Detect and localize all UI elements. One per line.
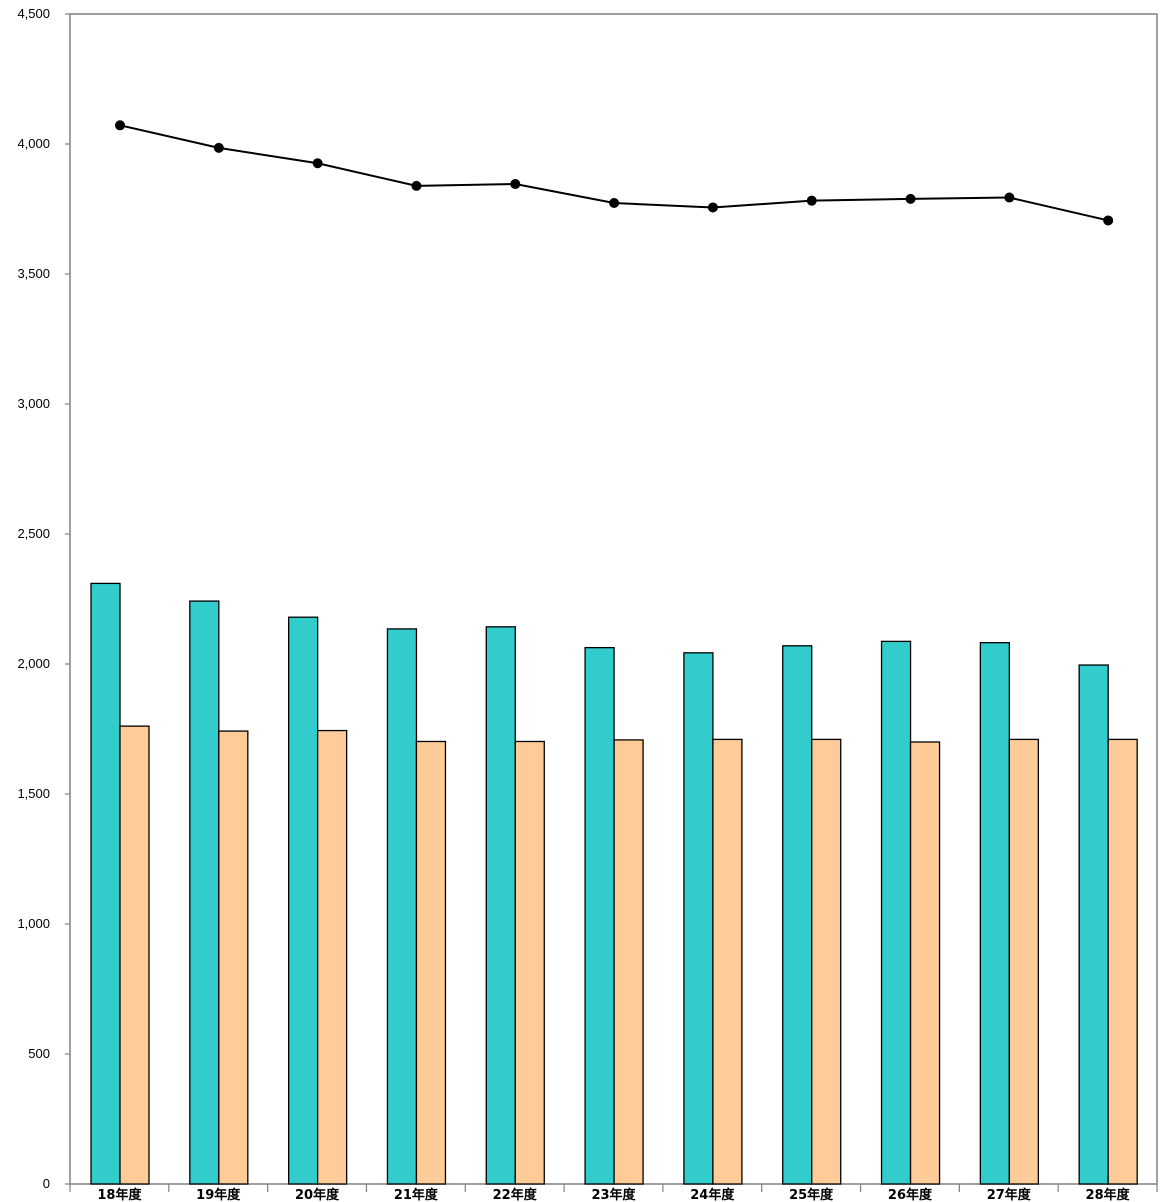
- line-point: [115, 120, 125, 131]
- y-tick-label: 2,000: [17, 656, 50, 671]
- x-category-label: 25年度: [789, 1187, 834, 1202]
- line-point: [312, 158, 323, 169]
- bar-series-1: [485, 626, 516, 1185]
- y-tick-label: 2,500: [17, 526, 50, 541]
- x-category-label: 28年度: [1086, 1187, 1131, 1202]
- bar-series-2: [909, 741, 941, 1185]
- y-tick-label: 0: [43, 1176, 50, 1191]
- y-tick-label: 500: [28, 1046, 50, 1061]
- bar-series-2: [811, 738, 842, 1185]
- bar-series-1: [979, 642, 1011, 1185]
- line-point: [905, 193, 916, 204]
- bar-series-2: [1008, 738, 1040, 1185]
- bar-series-1: [683, 652, 714, 1185]
- bar-series-2: [316, 729, 348, 1185]
- line-point: [1004, 192, 1015, 203]
- line-point: [1103, 215, 1114, 226]
- x-category-label: 19年度: [196, 1187, 241, 1202]
- bar-series-1: [189, 600, 220, 1185]
- y-tick-label: 4,500: [17, 6, 50, 21]
- x-category-label: 20年度: [295, 1187, 340, 1202]
- bar-series-2: [613, 739, 644, 1185]
- bar-series-1: [1078, 664, 1109, 1185]
- bar-series-1: [386, 628, 418, 1185]
- bar-series-2: [712, 738, 743, 1185]
- bar-series-2: [514, 740, 545, 1185]
- bar-series-2: [218, 730, 249, 1185]
- x-category-label: 27年度: [987, 1187, 1032, 1202]
- y-tick-label: 3,500: [17, 266, 50, 281]
- y-axis: 0 500 1,000 1,500 2,000 2,500 3,000 3,500 4,000 4…: [17, 6, 70, 1191]
- bar-series-2: [415, 740, 447, 1185]
- y-tick-label: 3,000: [17, 396, 50, 411]
- bar-series-1: [90, 582, 121, 1185]
- line-point: [609, 198, 620, 209]
- x-category-label: 26年度: [888, 1187, 933, 1202]
- y-tick-label: 1,500: [17, 786, 50, 801]
- x-category-label: 23年度: [591, 1187, 636, 1202]
- x-category-label: 18年度: [97, 1187, 142, 1202]
- bar-series-2: [1107, 738, 1138, 1185]
- x-category-label: 24年度: [690, 1187, 735, 1202]
- x-axis: 18年度 19年度 20年度 21年度 22年度 23年度 24年度 25年度 26年度 27年度…: [69, 1184, 1158, 1202]
- bar-series-1: [880, 640, 912, 1185]
- bar-series-1: [584, 646, 615, 1185]
- y-tick-label: 1,000: [17, 916, 50, 931]
- bar-series-2: [119, 725, 150, 1185]
- y-tick-label: 4,000: [17, 136, 50, 151]
- line-point: [707, 202, 718, 213]
- x-category-label: 22年度: [493, 1187, 538, 1202]
- bar-series-1: [782, 645, 813, 1185]
- bars: [90, 582, 1138, 1185]
- bar-series-1: [287, 616, 319, 1185]
- line-series: [115, 120, 1114, 226]
- line-point: [510, 179, 521, 190]
- x-category-label: 21年度: [394, 1187, 439, 1202]
- line-point: [213, 142, 224, 153]
- line-point: [806, 195, 817, 206]
- line-point: [411, 180, 422, 191]
